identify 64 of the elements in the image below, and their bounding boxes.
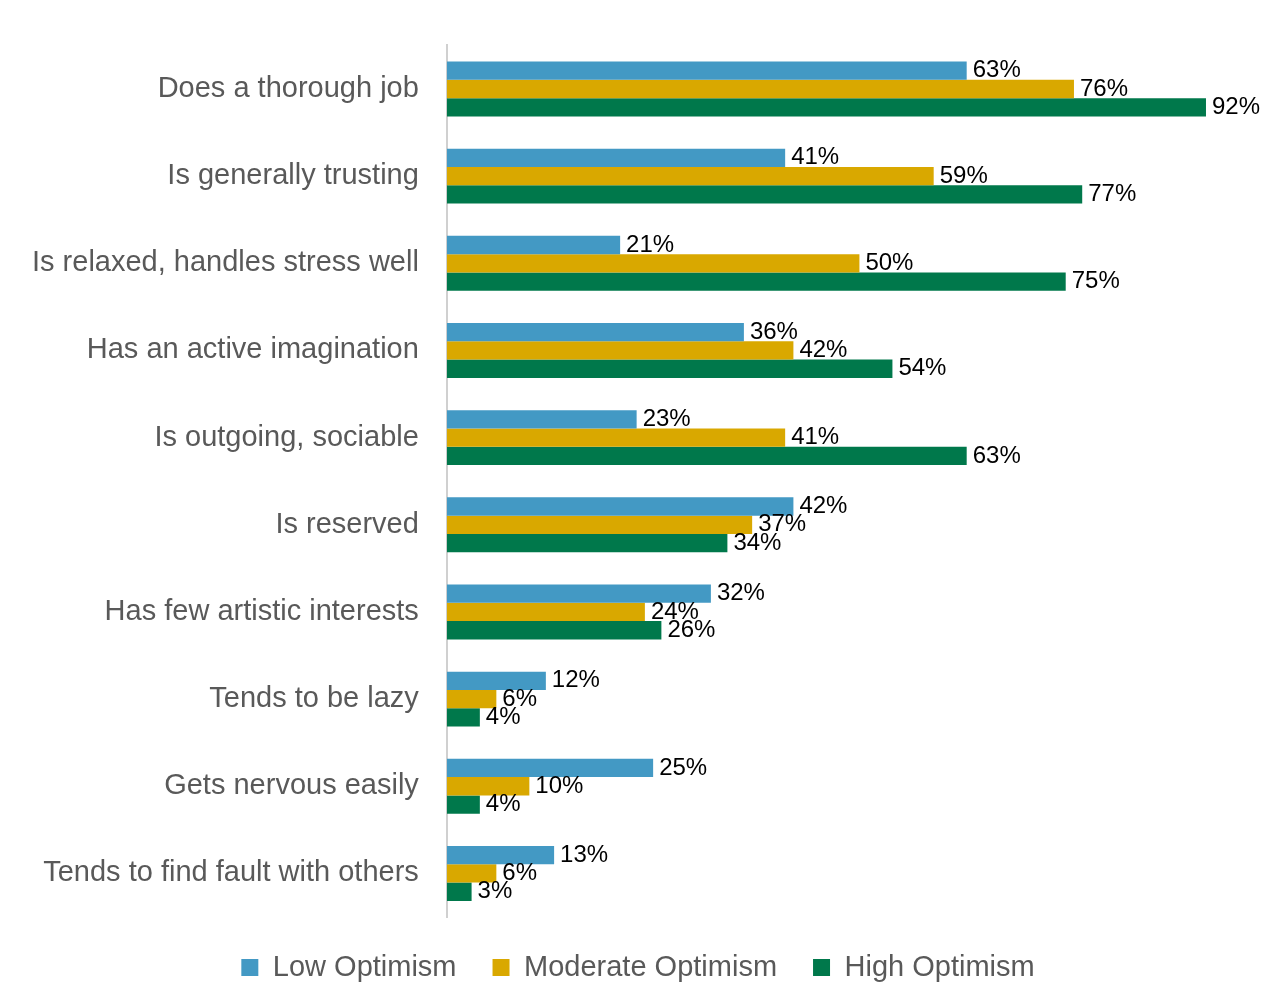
y-tick-label: Is relaxed, handles stress well	[32, 245, 419, 278]
bar	[446, 777, 530, 796]
data-label: 10%	[535, 770, 584, 798]
y-tick-label: Is outgoing, sociable	[154, 419, 419, 452]
data-label: 54%	[898, 353, 947, 381]
bar	[446, 428, 786, 447]
bar	[446, 254, 860, 273]
bar	[446, 584, 711, 603]
data-label: 41%	[791, 422, 840, 450]
bar	[446, 621, 662, 640]
bar	[446, 671, 546, 690]
y-tick-label: Tends to find fault with others	[43, 855, 419, 888]
y-tick-label: Is reserved	[275, 506, 419, 539]
bar	[446, 235, 621, 255]
bar	[446, 323, 744, 342]
data-label: 23%	[642, 403, 691, 431]
legend-label: Low Optimism	[272, 949, 457, 982]
bar	[446, 845, 555, 865]
bar	[446, 533, 728, 553]
y-tick-label: Does a thorough job	[157, 70, 419, 103]
legend-label: Moderate Optimism	[524, 949, 778, 982]
y-tick-label: Tends to be lazy	[209, 681, 420, 714]
data-label: 42%	[799, 335, 848, 363]
bar	[446, 98, 1206, 117]
data-label: 41%	[791, 142, 840, 170]
bar	[446, 446, 967, 466]
data-label: 75%	[1071, 266, 1120, 294]
bar	[446, 166, 934, 186]
bar	[446, 341, 794, 360]
bar	[446, 795, 480, 814]
bar	[446, 864, 497, 883]
data-label: 13%	[560, 839, 609, 867]
bar	[446, 708, 480, 727]
bar	[446, 359, 893, 378]
data-label: 25%	[659, 752, 708, 780]
y-tick-label: Gets nervous easily	[164, 768, 420, 801]
bar	[446, 61, 967, 80]
bar	[446, 410, 637, 429]
data-label: 63%	[972, 55, 1021, 83]
bar	[446, 272, 1066, 291]
data-label: 36%	[749, 316, 798, 344]
legend-label: High Optimism	[844, 949, 1035, 982]
data-label: 59%	[939, 160, 988, 188]
data-label: 76%	[1079, 73, 1129, 101]
data-label: 21%	[626, 229, 675, 257]
data-label: 77%	[1088, 179, 1137, 207]
data-label: 32%	[716, 578, 765, 606]
bar	[446, 602, 645, 622]
y-tick-label: Is generally trusting	[167, 158, 419, 191]
data-label: 4%	[485, 789, 521, 817]
bar	[446, 148, 786, 167]
bar	[446, 689, 497, 709]
bar	[446, 79, 1074, 99]
bar	[446, 882, 472, 901]
bar	[446, 185, 1083, 204]
y-tick-label: Has an active imagination	[86, 332, 419, 365]
bar	[446, 758, 654, 778]
data-label: 50%	[865, 247, 914, 275]
y-tick-label: Has few artistic interests	[104, 593, 419, 626]
data-label: 63%	[972, 440, 1021, 468]
bar	[446, 515, 753, 534]
data-label: 12%	[551, 665, 600, 693]
data-label: 92%	[1211, 91, 1261, 119]
bar	[446, 497, 794, 516]
